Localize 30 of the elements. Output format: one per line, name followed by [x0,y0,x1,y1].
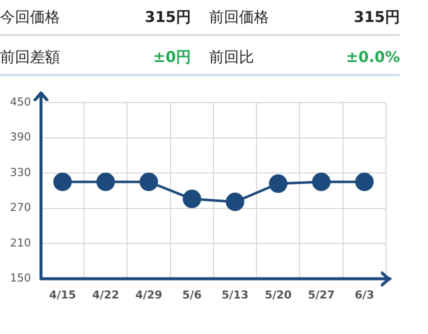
y-tick-label: 330 [10,166,31,179]
x-tick-label: 4/29 [135,288,162,302]
point [182,190,202,208]
y-tick-label: 270 [10,201,31,214]
text: ±0円 [152,48,191,66]
text: 今回価格 [0,8,61,26]
point [140,172,158,192]
x-tick-label: 5/6 [182,288,202,302]
text: ±0.0% [344,48,400,66]
y-tick-label: 390 [10,130,31,144]
x-tick-label: 4/22 [92,288,120,302]
x-tick-label: 5/27 [308,288,335,302]
point [355,172,374,192]
x-tick-label: 6/3 [354,288,374,302]
point [268,174,288,193]
y-tick-label: 210 [10,236,31,250]
point [53,172,72,192]
x-tick-label: 4/15 [49,288,76,302]
x-tick-label: 5/13 [222,288,249,302]
text: 315円 [352,8,400,26]
y-tick-label: 150 [10,272,31,285]
text: 前回比 [208,48,255,66]
point [96,172,115,192]
text: 前回差額 [0,48,61,66]
y-tick-label: 450 [10,95,31,108]
x-tick-label: 5/20 [264,288,292,302]
text: 前回価格 [208,8,270,26]
text: 315円 [144,8,191,26]
point [312,172,331,192]
point [226,192,244,212]
